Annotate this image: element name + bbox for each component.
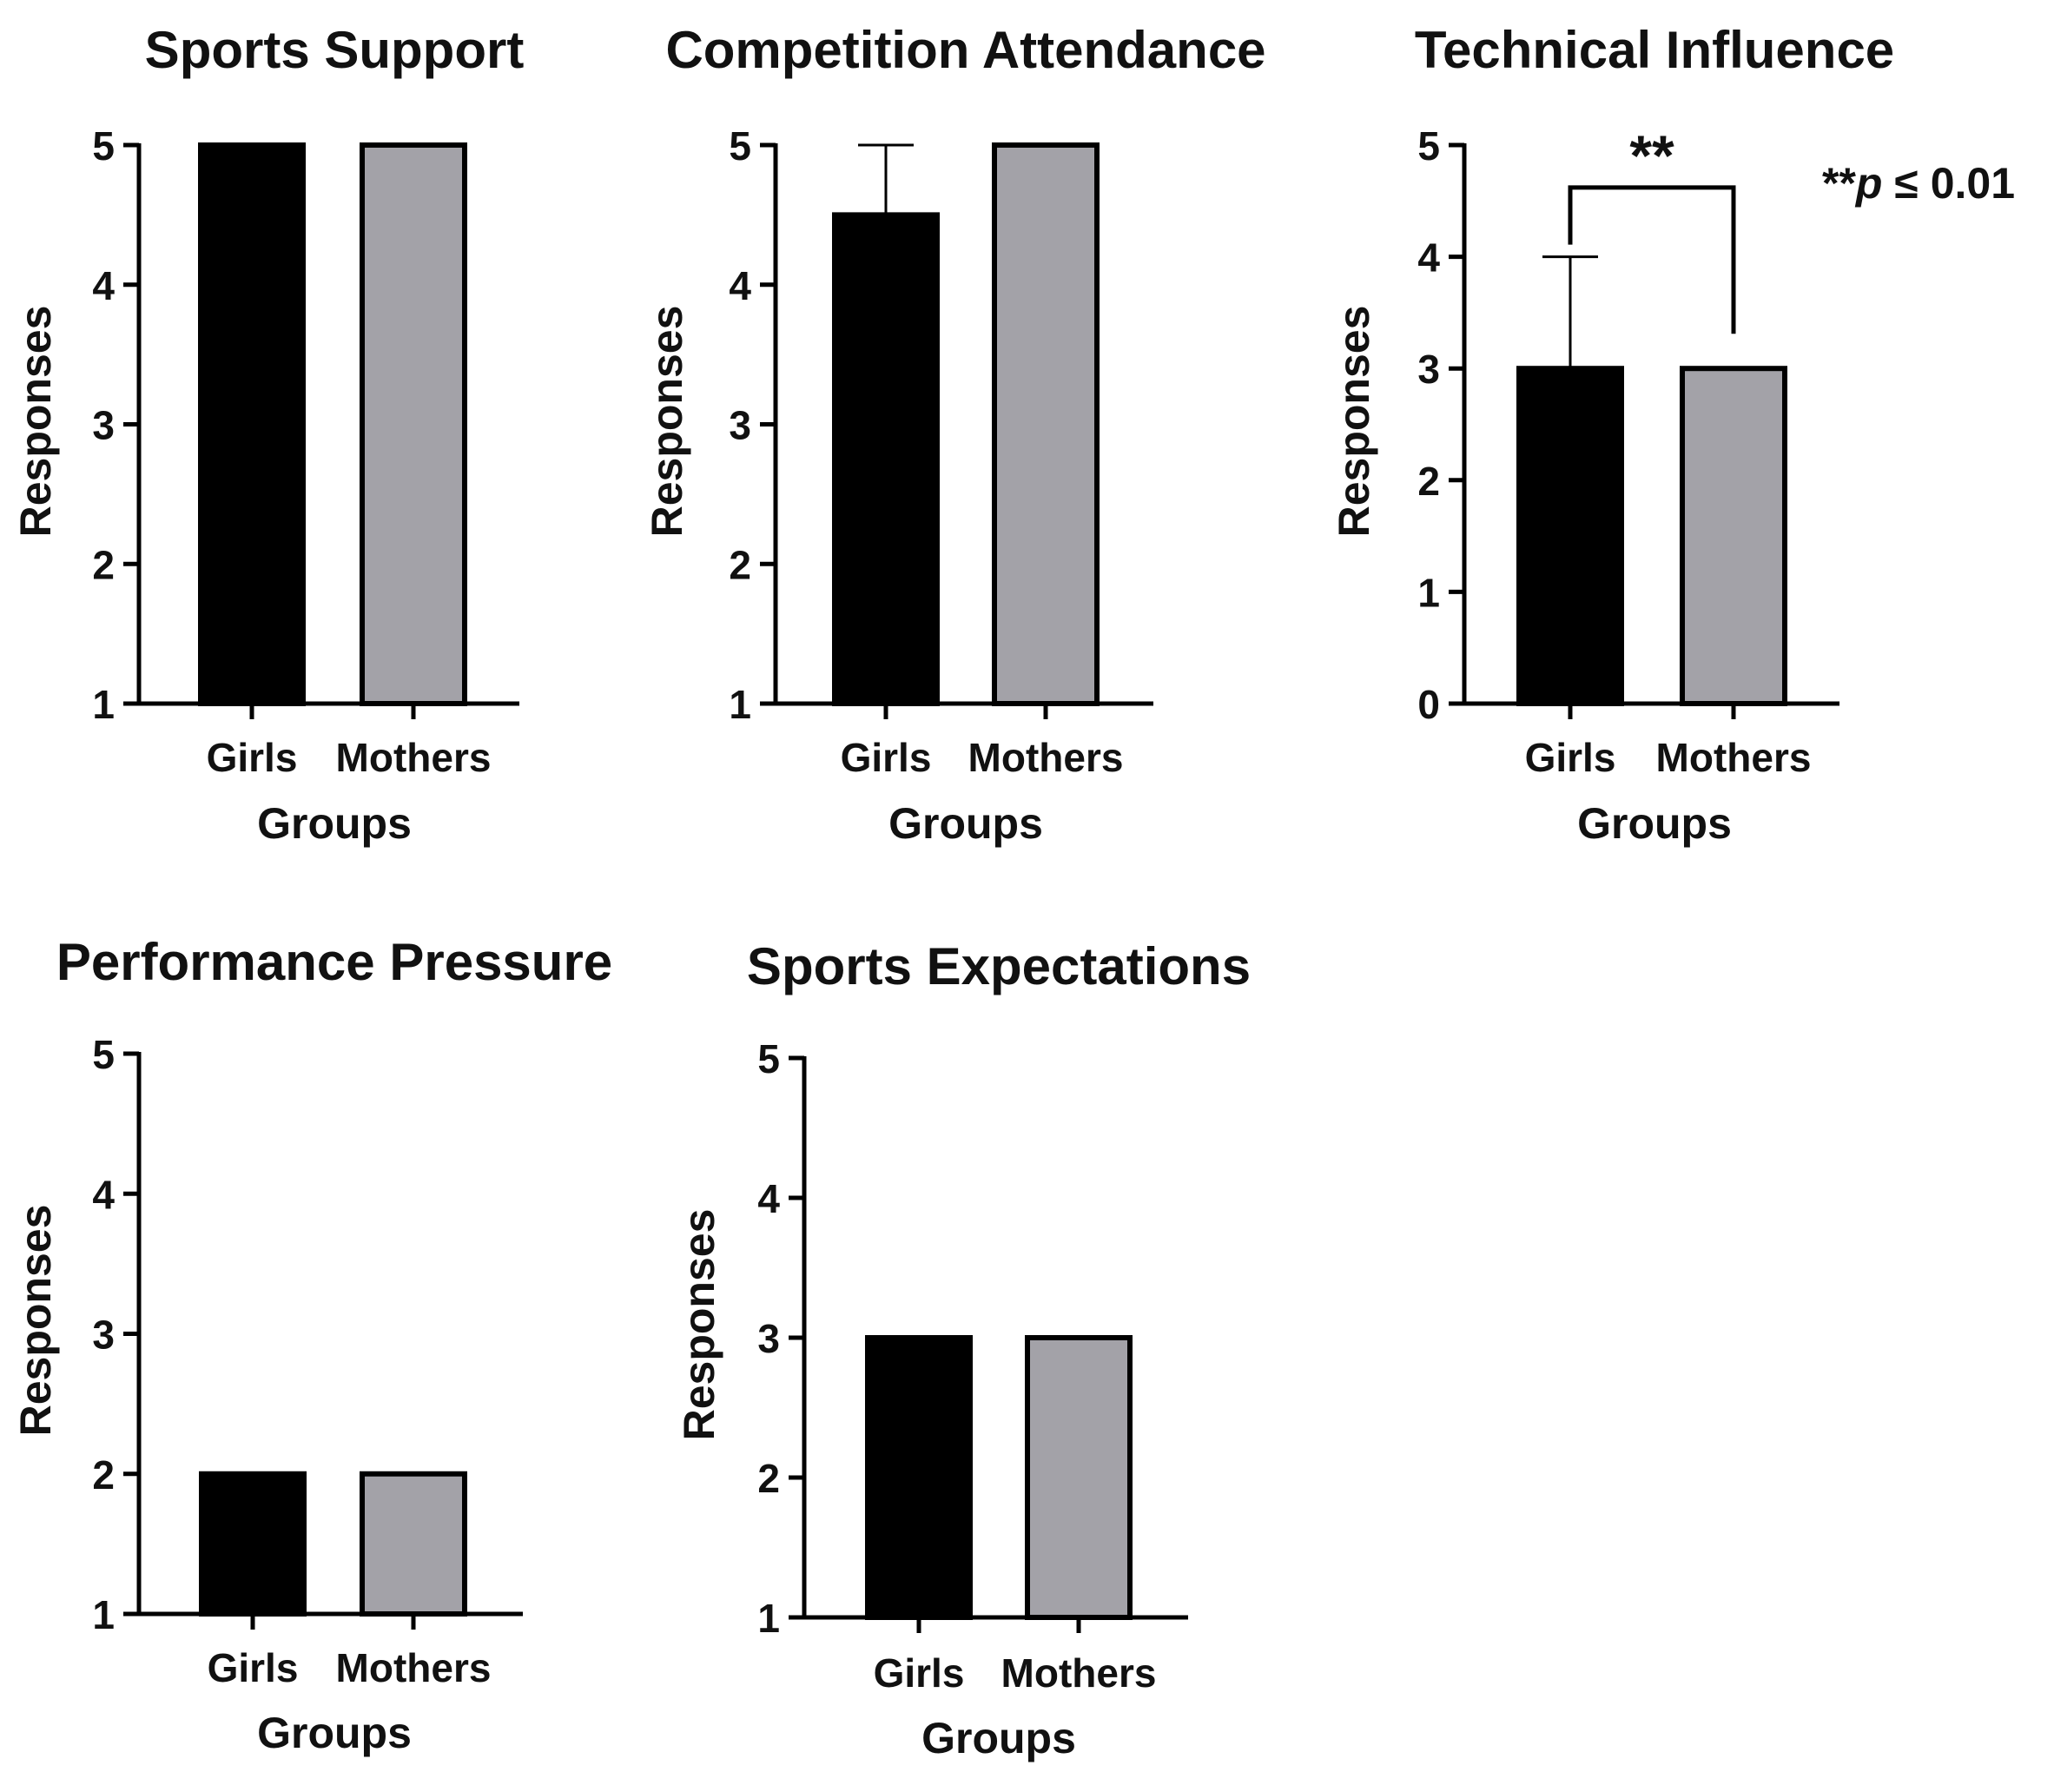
significance-stars: ** [1629,123,1674,188]
x-tick-label-mothers: Mothers [336,1645,492,1690]
chart-panel-4: Performance Pressure Responses Groups 1 2 3 4 5… [11,933,612,1757]
x-tick-label-mothers: Mothers [968,735,1124,780]
y-tick-label: 4 [729,263,751,308]
bar-mothers [360,142,467,706]
chart-panel-1: Sports Support Responses Groups 1 2 3 4 5 Girls M… [11,21,524,848]
y-tick-label: 2 [729,542,751,587]
chart-panel-2: Competition Attendance Responses Groups 1 2 3… [643,21,1266,848]
y-tick-label: 4 [757,1176,780,1221]
chart-title: Competition Attendance [665,21,1265,79]
y-tick-label: 3 [729,403,751,448]
bar-girls [1516,366,1624,706]
y-tick-label: 4 [1417,235,1440,281]
y-tick-label: 5 [1417,123,1440,169]
significance-note-stars: ** [1822,159,1856,208]
chart-title: Performance Pressure [56,933,612,991]
y-tick-label: 5 [92,123,115,169]
x-axis-label: Groups [888,799,1043,848]
y-tick-label: 2 [1417,459,1440,504]
x-axis-label: Groups [257,799,412,848]
y-tick-label: 1 [92,682,115,727]
y-axis-label: Responses [11,306,60,538]
x-tick-label-girls: Girls [841,735,932,780]
y-axis-label: Responses [675,1209,723,1441]
y-tick-label: 2 [757,1456,780,1501]
y-tick-label: 5 [92,1032,115,1077]
x-tick-label-mothers: Mothers [1656,735,1812,780]
bar-mothers [360,1471,467,1617]
x-tick-label-girls: Girls [1525,735,1616,780]
bar-mothers [1680,366,1787,706]
significance-note-threshold: ≤ 0.01 [1882,159,2015,208]
y-tick-label: 4 [92,263,115,308]
x-tick-label-girls: Girls [208,1645,299,1690]
bar-mothers [1025,1335,1133,1620]
y-tick-label: 1 [729,682,751,727]
y-tick-label: 4 [92,1172,115,1217]
significance-note: **p ≤ 0.01 [1822,159,2015,208]
y-tick-label: 3 [92,403,115,448]
bar-girls [199,1471,307,1617]
y-axis-label: Responses [11,1205,60,1437]
x-tick-label-mothers: Mothers [336,735,492,780]
chart-title: Sports Support [145,21,525,79]
bar-girls [865,1335,973,1620]
chart-title: Sports Expectations [747,937,1251,995]
x-axis-label: Groups [1577,799,1732,848]
y-tick-label: 1 [92,1592,115,1637]
y-tick-label: 1 [757,1596,780,1641]
y-axis-label: Responses [1330,306,1378,538]
x-tick-label-girls: Girls [207,735,298,780]
y-tick-label: 3 [757,1316,780,1361]
y-tick-label: 2 [92,1452,115,1498]
y-tick-label: 5 [729,123,751,169]
y-tick-label: 3 [1417,347,1440,392]
y-axis-label: Responses [643,306,691,538]
x-axis-label: Groups [921,1714,1076,1762]
y-tick-label: 2 [92,542,115,587]
y-tick-label: 5 [757,1036,780,1081]
chart-panel-5: Sports Expectations Responses Groups 1 2 3 4 5 G… [675,937,1251,1762]
significance-note-p: p [1854,159,1883,208]
y-tick-label: 0 [1417,682,1440,727]
chart-panel-3: Technical Influence Responses Groups 0 1 2 3 4 5… [1330,21,1894,848]
x-tick-label-girls: Girls [874,1650,965,1696]
y-tick-label: 3 [92,1313,115,1358]
bar-girls [198,142,306,706]
x-tick-label-mothers: Mothers [1001,1650,1157,1696]
significance-bracket [1568,185,1736,334]
chart-title: Technical Influence [1415,21,1894,79]
bar-mothers [992,142,1100,706]
y-tick-label: 1 [1417,570,1440,615]
x-axis-label: Groups [257,1709,412,1757]
bar-girls [832,212,940,706]
